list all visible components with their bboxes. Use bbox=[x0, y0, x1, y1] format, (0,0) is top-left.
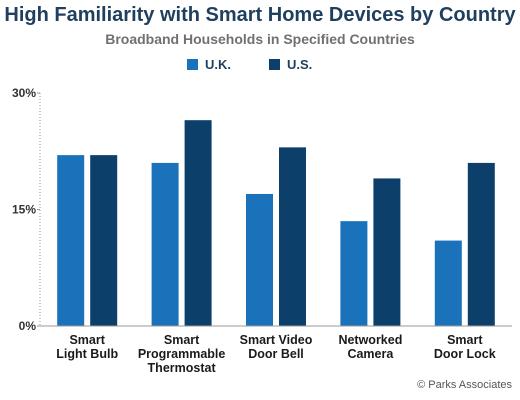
x-category-label: Light Bulb bbox=[56, 347, 118, 361]
bar-us bbox=[184, 120, 212, 326]
legend-item-us: U.S. bbox=[269, 57, 312, 72]
y-tick-label: 0% bbox=[19, 319, 37, 333]
bar-us bbox=[90, 155, 118, 326]
y-tick-label: 30% bbox=[12, 86, 36, 100]
chart-title: High Familiarity with Smart Home Devices… bbox=[4, 4, 516, 26]
legend-item-uk: U.K. bbox=[187, 57, 231, 72]
x-category-label: Door Lock bbox=[434, 347, 496, 361]
legend-label-uk: U.K. bbox=[205, 57, 231, 72]
bar-uk bbox=[434, 240, 462, 326]
x-category-label: Door Bell bbox=[248, 347, 304, 361]
x-category-label: Smart bbox=[69, 333, 105, 347]
bar-uk bbox=[246, 193, 273, 326]
credit-text: © Parks Associates bbox=[417, 379, 512, 391]
x-category-label: Camera bbox=[347, 347, 394, 361]
bar-uk bbox=[340, 221, 368, 326]
chart-subtitle: Broadband Households in Specified Countr… bbox=[105, 31, 415, 47]
legend-label-us: U.S. bbox=[287, 57, 313, 72]
x-category-label: Thermostat bbox=[148, 361, 217, 375]
x-category-label: Smart Video bbox=[240, 333, 313, 347]
bar-us bbox=[373, 178, 401, 326]
bar-us bbox=[467, 162, 495, 326]
x-category-label: Programmable bbox=[138, 347, 226, 361]
bar-us bbox=[279, 147, 306, 326]
legend: U.K. U.S. bbox=[0, 57, 520, 75]
bar-uk bbox=[151, 162, 179, 326]
y-tick-label: 15% bbox=[12, 203, 36, 217]
legend-swatch-uk bbox=[187, 59, 198, 70]
legend-swatch-us bbox=[269, 59, 280, 70]
x-category-label: Networked bbox=[338, 333, 402, 347]
x-category-label: Smart bbox=[447, 333, 483, 347]
x-category-label: Smart bbox=[164, 333, 200, 347]
bar-uk bbox=[57, 155, 85, 326]
